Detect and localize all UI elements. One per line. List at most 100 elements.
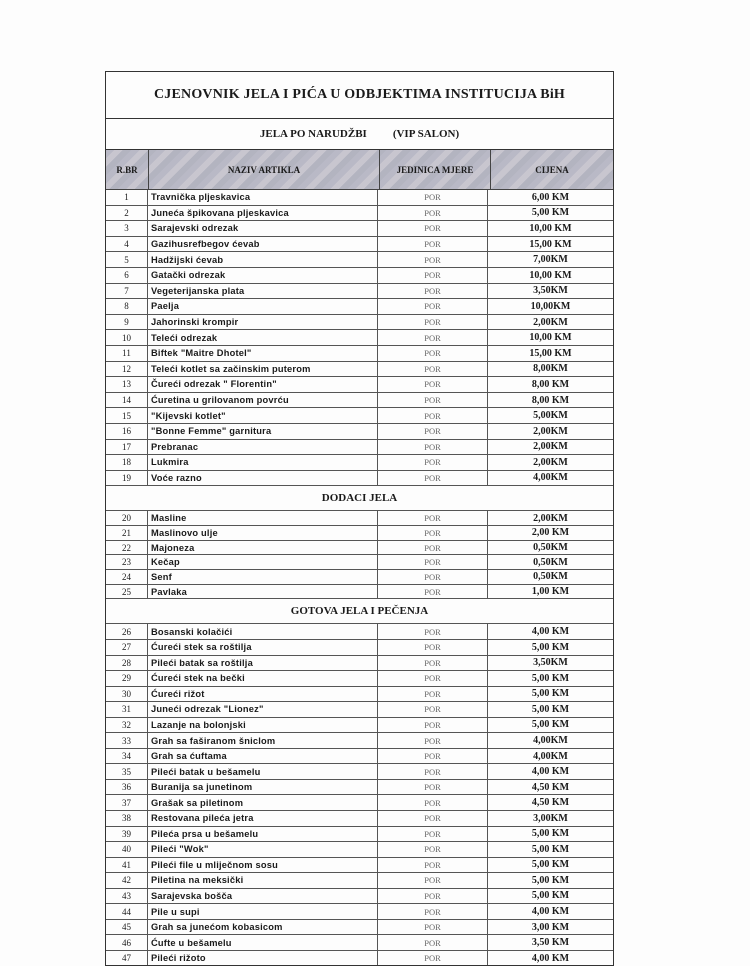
price: 2,00KM	[533, 512, 568, 524]
table-row: 35 Pileći batak u bešamelu POR 4,00 KM	[106, 764, 613, 780]
table-row: 39 Pileća prsa u bešamelu POR 5,00 KM	[106, 826, 613, 843]
row-number: 45	[106, 919, 148, 935]
table-section: GOTOVA JELA I PEČENJA 26 Bosanski kolačići…	[106, 599, 613, 966]
unit: POR	[378, 345, 488, 361]
table-row: 44 Pile u supi POR 4,00 KM	[106, 904, 613, 920]
unit: POR	[378, 408, 488, 423]
item-name: Teleći kotlet sa začinskim puterom	[148, 361, 378, 377]
unit: POR	[378, 779, 488, 795]
subtitle-left: JELA PO NARUDŽBI	[259, 128, 367, 140]
price: 3,50KM	[533, 285, 568, 297]
row-number: 19	[106, 470, 148, 486]
item-name: Paelja	[148, 299, 378, 314]
price: 5,00 KM	[531, 843, 570, 855]
price: 3,50 KM	[531, 937, 570, 949]
item-name: Voće razno	[148, 470, 378, 486]
price: 8,00 KM	[531, 394, 570, 406]
table-row: 40 Pileći "Wok" POR 5,00 KM	[106, 842, 613, 858]
item-name: Teleći odrezak	[148, 330, 378, 345]
item-name: Biftek "Maitre Dhotel"	[148, 345, 378, 361]
price: 8,00KM	[533, 363, 568, 375]
item-name: Juneći odrezak "Lionez"	[148, 702, 378, 717]
unit: POR	[378, 525, 488, 540]
item-name: Gazihusrefbegov ćevab	[148, 236, 378, 252]
item-name: Pavlaka	[148, 584, 378, 599]
price: 2,00KM	[533, 441, 568, 453]
item-name: Pileći batak u bešamelu	[148, 764, 378, 779]
row-number: 41	[106, 857, 148, 873]
price: 5,00 KM	[531, 828, 570, 840]
table-row: 2 Juneća špikovana pljeskavica POR 5,00 KM	[106, 205, 613, 222]
price: 4,00 KM	[531, 906, 570, 918]
table-row: 18 Lukmira POR 2,00KM	[106, 455, 613, 471]
unit: POR	[378, 857, 488, 873]
price: 10,00 KM	[529, 222, 572, 234]
unit: POR	[378, 439, 488, 455]
table-row: 7 Vegeterijanska plata POR 3,50KM	[106, 283, 613, 300]
header-rbr: R.BR	[106, 150, 149, 189]
unit: POR	[378, 555, 488, 570]
table-row: 16 "Bonne Femme" garnitura POR 2,00KM	[106, 423, 613, 440]
price: 4,00 KM	[531, 952, 570, 964]
price: 5,00KM	[533, 410, 568, 422]
table-row: 12 Teleći kotlet sa začinskim puterom POR 8…	[106, 361, 613, 378]
item-name: Ćuretina u grilovanom povrću	[148, 392, 378, 408]
row-number: 11	[106, 345, 148, 361]
row-number: 7	[106, 283, 148, 299]
price: 5,00 KM	[531, 207, 570, 219]
item-name: Pile u supi	[148, 904, 378, 919]
header-unit: JEDINICA MJERE	[380, 150, 491, 189]
unit: POR	[378, 570, 488, 584]
price: 5,00 KM	[531, 859, 570, 871]
table-row: 41 Pileći file u mliječnom sosu POR 5,00 KM	[106, 857, 613, 874]
price: 4,00 KM	[531, 766, 570, 778]
item-name: Grah sa faširanom šniclom	[148, 733, 378, 748]
row-number: 23	[106, 555, 148, 570]
header-price: CIJENA	[535, 164, 569, 175]
table-row: 31 Juneći odrezak "Lionez" POR 5,00 KM	[106, 702, 613, 718]
header-name: NAZIV ARTIKLA	[149, 150, 380, 189]
row-number: 18	[106, 455, 148, 470]
row-number: 24	[106, 570, 148, 584]
table-row: 9 Jahorinski krompir POR 2,00KM	[106, 314, 613, 331]
unit: POR	[378, 377, 488, 392]
item-name: Majoneza	[148, 540, 378, 555]
item-name: Grašak sa piletinom	[148, 795, 378, 810]
item-name: Bosanski kolačići	[148, 624, 378, 639]
row-number: 36	[106, 779, 148, 795]
unit: POR	[378, 702, 488, 717]
item-name: Travnička pljeskavica	[148, 190, 378, 205]
price: 15,00 KM	[529, 238, 572, 250]
price: 5,00 KM	[531, 874, 570, 886]
price: 4,00KM	[533, 750, 568, 762]
price: 2,00KM	[533, 456, 568, 468]
subtitle-right: (VIP SALON)	[392, 128, 460, 140]
item-name: Ćureći stek na bečki	[148, 671, 378, 686]
unit: POR	[378, 888, 488, 904]
price: 4,50 KM	[531, 797, 570, 809]
row-number: 8	[106, 299, 148, 314]
item-name: Pileći rižoto	[148, 950, 378, 966]
price: 2,00KM	[533, 425, 568, 437]
row-number: 46	[106, 935, 148, 950]
unit: POR	[378, 190, 488, 205]
unit: POR	[378, 267, 488, 283]
row-number: 40	[106, 842, 148, 857]
table-row: 3 Sarajevski odrezak POR 10,00 KM	[106, 221, 613, 237]
item-name: Pileći "Wok"	[148, 842, 378, 857]
unit: POR	[378, 624, 488, 639]
row-number: 37	[106, 795, 148, 810]
unit: POR	[378, 330, 488, 345]
row-number: 9	[106, 314, 148, 330]
unit: POR	[378, 671, 488, 686]
unit: POR	[378, 392, 488, 408]
item-name: Prebranac	[148, 439, 378, 455]
unit: POR	[378, 919, 488, 935]
price: 1,00 KM	[531, 586, 570, 598]
row-number: 6	[106, 267, 148, 283]
unit: POR	[378, 299, 488, 314]
table-header: R.BR NAZIV ARTIKLA JEDINICA MJERE CIJENA	[106, 150, 613, 190]
document-title: CJENOVNIK JELA I PIĆA U ODBJEKTIMA INSTI…	[106, 72, 613, 119]
price: 15,00 KM	[529, 347, 572, 359]
item-name: Maslinovo ulje	[148, 525, 378, 540]
